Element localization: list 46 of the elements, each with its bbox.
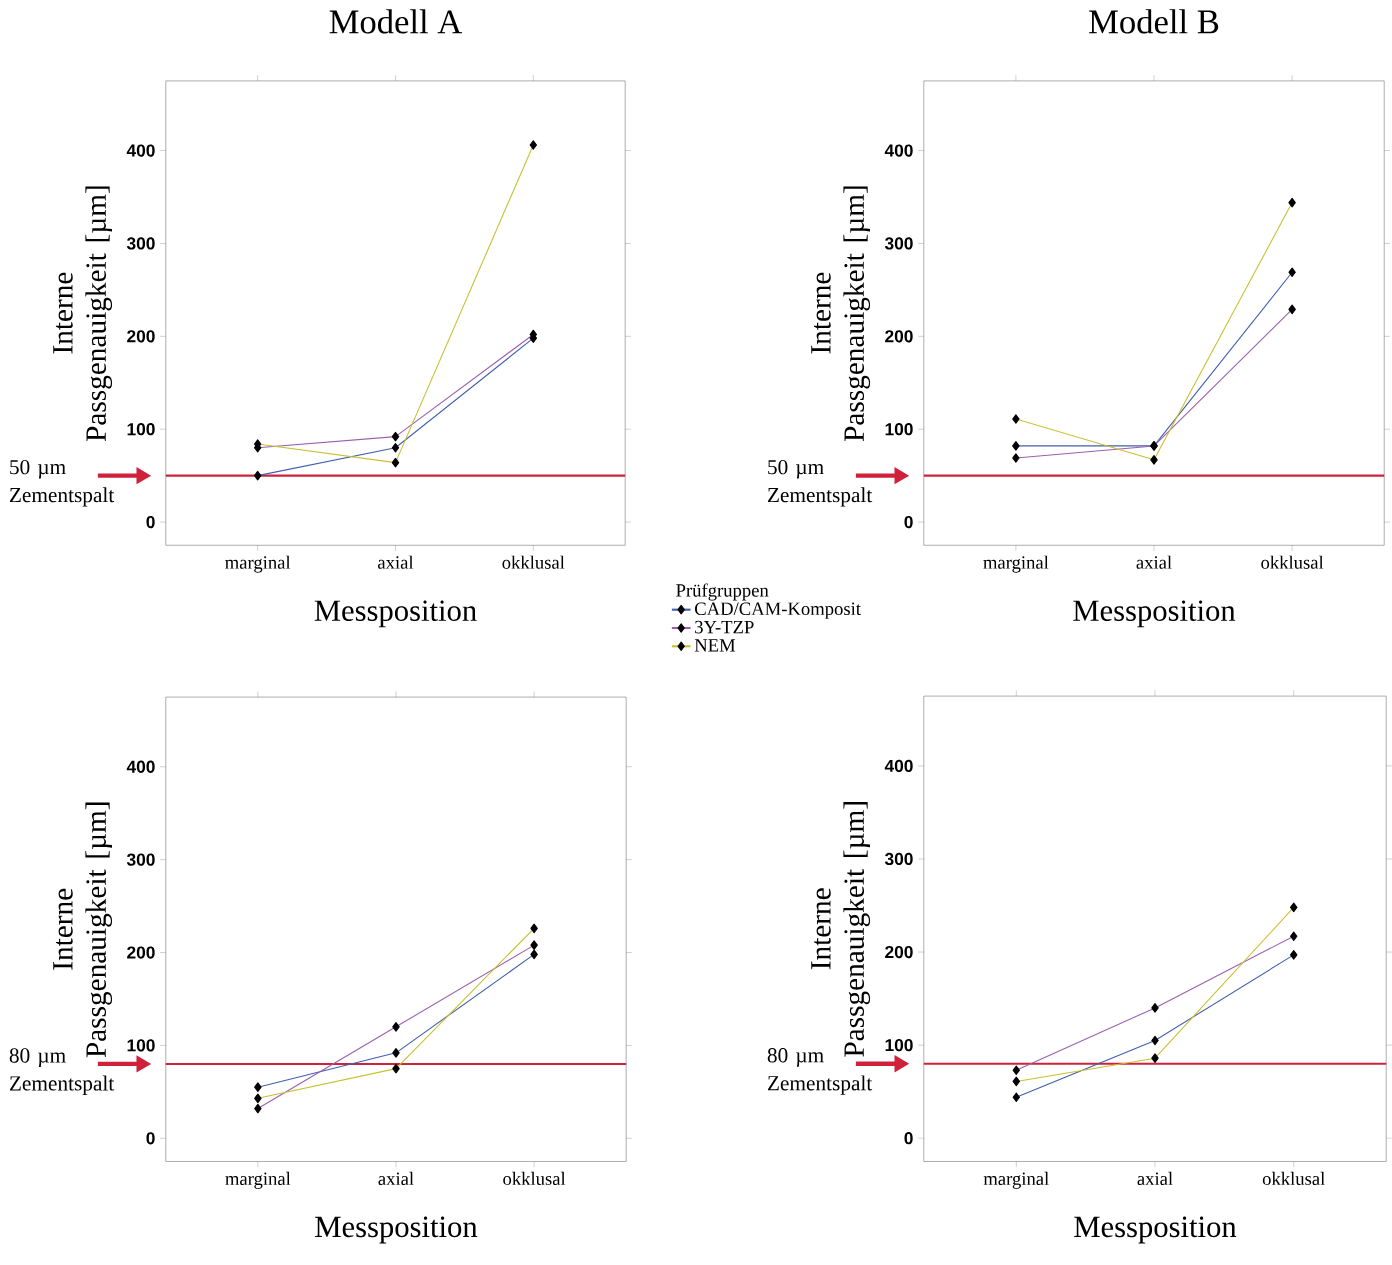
x-tick-label: marginal	[225, 555, 291, 573]
y-tick-label: 0	[904, 1131, 913, 1145]
y-tick-label: 100	[885, 422, 913, 436]
y-tick-label: 400	[884, 759, 913, 772]
y-tick-label: 0	[146, 1131, 155, 1145]
x-tick-label: axial	[1136, 555, 1172, 569]
y-tick-label: 400	[126, 144, 155, 157]
legend-label: NEM	[694, 639, 736, 652]
y-axis-title: Interne Passgenauigkeit [µm]	[53, 186, 113, 441]
y-tick-label: 0	[146, 515, 155, 529]
x-tick-label: okklusal	[503, 1171, 566, 1185]
x-tick-label: axial	[378, 555, 414, 569]
x-tick-label: okklusal	[1262, 1171, 1325, 1185]
y-tick-label: 0	[904, 515, 913, 529]
legend-label: CAD/CAM-Komposit	[695, 602, 861, 619]
y-tick-label: 300	[884, 852, 913, 865]
y-tick-label: 200	[127, 946, 155, 959]
ref-line-label: 50 µm Zementspalt	[767, 459, 873, 507]
chart-title: Modell B	[1089, 9, 1219, 34]
y-tick-label: 200	[885, 330, 913, 343]
y-tick-label: 400	[884, 144, 913, 157]
x-tick-label: okklusal	[502, 555, 565, 569]
y-tick-label: 300	[126, 853, 155, 866]
x-tick-label: marginal	[225, 1171, 291, 1189]
y-tick-label: 300	[126, 237, 155, 250]
y-tick-label: 100	[127, 422, 155, 436]
x-axis-title: Messposition	[315, 1216, 478, 1244]
y-axis-title: Interne Passgenauigkeit [µm]	[811, 186, 871, 441]
legend-label: 3Y-TZP	[695, 620, 754, 634]
x-axis-title: Messposition	[1074, 1216, 1237, 1244]
x-tick-label: axial	[378, 1171, 414, 1185]
x-tick-label: axial	[1137, 1171, 1173, 1185]
y-tick-label: 400	[126, 760, 155, 773]
y-tick-label: 100	[885, 1038, 913, 1052]
legend-title: Prüfgruppen	[676, 583, 769, 601]
y-tick-label: 200	[885, 945, 913, 959]
ref-line-label: 50 µm Zementspalt	[9, 459, 115, 507]
x-tick-label: marginal	[983, 1171, 1049, 1189]
y-tick-label: 300	[884, 237, 913, 250]
y-tick-label: 100	[127, 1039, 155, 1052]
x-axis-title: Messposition	[314, 600, 477, 628]
chart-title: Modell A	[329, 9, 463, 34]
x-axis-title: Messposition	[1073, 600, 1236, 628]
y-tick-label: 200	[127, 330, 155, 343]
x-tick-label: okklusal	[1261, 555, 1324, 569]
x-tick-label: marginal	[983, 555, 1049, 573]
